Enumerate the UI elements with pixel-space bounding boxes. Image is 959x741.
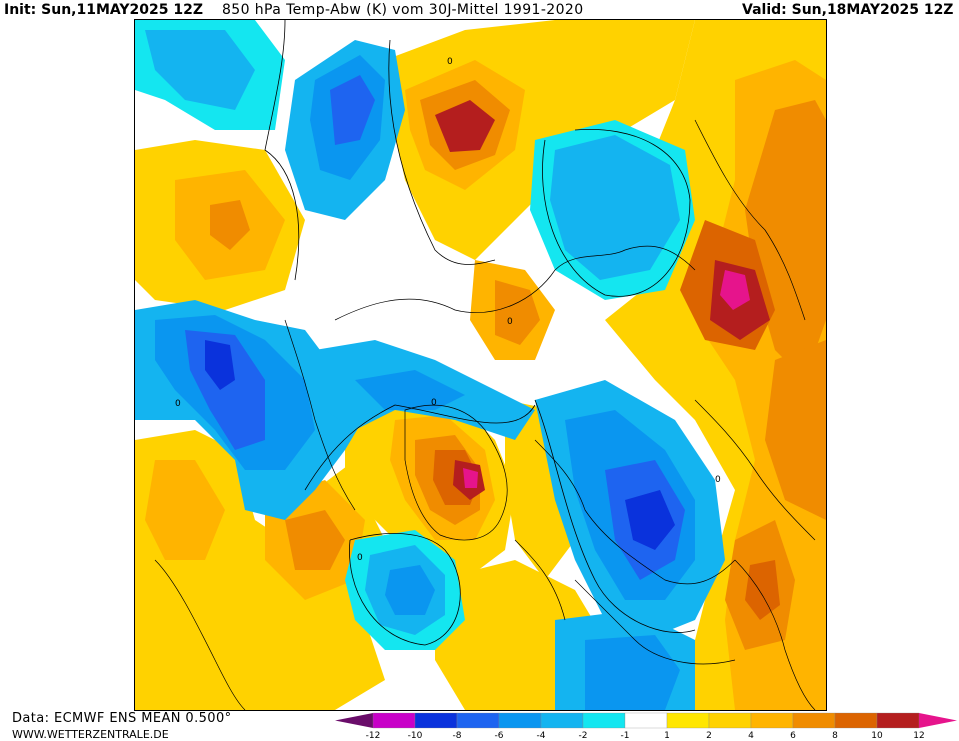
legend-tick-label: -4 xyxy=(537,731,546,741)
legend-box xyxy=(498,712,542,729)
legend-box xyxy=(582,712,626,729)
anomaly-map: 0 0 0 0 0 0 xyxy=(134,19,827,711)
legend-box xyxy=(708,712,752,729)
map-title: 850 hPa Temp-Abw (K) vom 30J-Mittel 1991… xyxy=(222,2,584,18)
contour-label: 0 xyxy=(175,399,181,409)
legend-tick-label: 12 xyxy=(913,731,924,741)
legend-box xyxy=(792,712,836,729)
legend-arrow-high xyxy=(919,713,957,728)
legend-tick-label: 4 xyxy=(748,731,754,741)
warm-anomaly-regions xyxy=(135,20,826,710)
data-source-label: Data: ECMWF ENS MEAN 0.500° xyxy=(12,711,232,726)
legend-arrow-low xyxy=(335,713,373,728)
legend-tick-label: -1 xyxy=(621,731,630,741)
anomaly-map-canvas: 0 0 0 0 0 0 xyxy=(135,20,826,710)
contour-labels: 0 0 0 0 0 0 xyxy=(175,57,721,563)
legend-box xyxy=(666,712,710,729)
legend-tick-label: 6 xyxy=(790,731,796,741)
contour-label: 0 xyxy=(507,317,513,327)
legend-box xyxy=(414,712,458,729)
color-legend-canvas: -12 -10 -8 -6 -4 -2 -1 1 2 4 6 8 10 12 xyxy=(335,712,957,741)
header: Init: Sun,11MAY2025 12Z 850 hPa Temp-Abw… xyxy=(0,0,959,20)
legend-tick-label: -2 xyxy=(579,731,588,741)
init-time: Init: Sun,11MAY2025 12Z xyxy=(4,2,203,18)
legend-tick-label: 8 xyxy=(832,731,838,741)
color-legend-boxes xyxy=(335,712,957,729)
legend-box xyxy=(624,712,668,729)
website-label: WWW.WETTERZENTRALE.DE xyxy=(12,728,169,741)
legend-box xyxy=(876,712,920,729)
legend-box xyxy=(834,712,878,729)
legend-box xyxy=(456,712,500,729)
legend-tick-label: -10 xyxy=(408,731,423,741)
contour-label: 0 xyxy=(431,398,437,408)
color-legend: -12 -10 -8 -6 -4 -2 -1 1 2 4 6 8 10 12 xyxy=(333,712,959,741)
legend-box xyxy=(372,712,416,729)
zero-contours xyxy=(264,20,696,646)
legend-box xyxy=(540,712,584,729)
contour-label: 0 xyxy=(447,57,453,67)
contour-label: 0 xyxy=(357,553,363,563)
legend-tick-label: 10 xyxy=(871,731,883,741)
legend-tick-label: -12 xyxy=(366,731,381,741)
coastlines xyxy=(154,119,816,710)
cold-anomaly-regions xyxy=(135,20,725,710)
legend-tick-label: -8 xyxy=(453,731,462,741)
color-legend-ticks: -12 -10 -8 -6 -4 -2 -1 1 2 4 6 8 10 12 xyxy=(366,731,925,741)
legend-box xyxy=(750,712,794,729)
legend-tick-label: 2 xyxy=(706,731,712,741)
legend-tick-label: -6 xyxy=(495,731,504,741)
legend-tick-label: 1 xyxy=(664,731,670,741)
contour-label: 0 xyxy=(715,475,721,485)
valid-time: Valid: Sun,18MAY2025 12Z xyxy=(742,2,954,18)
